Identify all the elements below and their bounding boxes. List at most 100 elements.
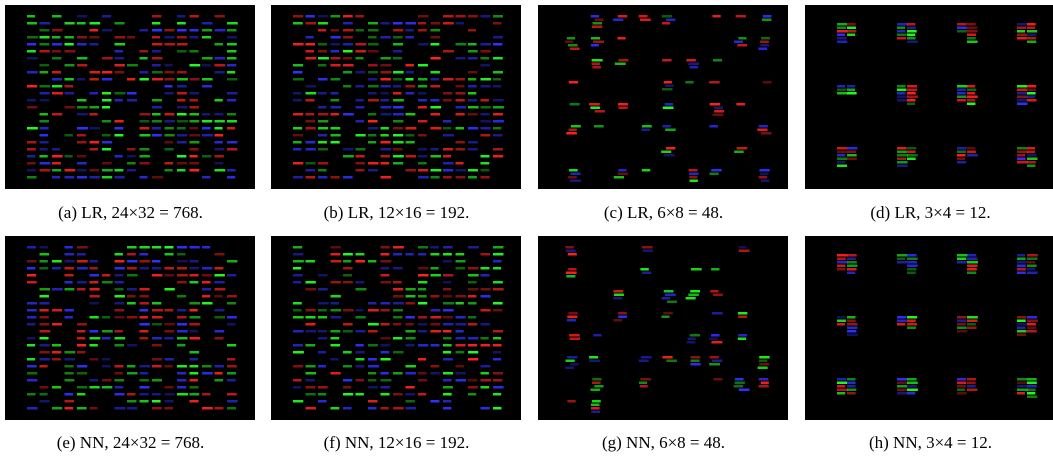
image-dash bbox=[102, 141, 113, 144]
image-dash bbox=[164, 358, 174, 361]
image-dash bbox=[318, 29, 327, 32]
image-dash bbox=[480, 99, 489, 102]
image-dash bbox=[318, 64, 327, 67]
image-dash bbox=[355, 106, 365, 109]
image-dash bbox=[468, 78, 477, 81]
image-dash bbox=[665, 147, 676, 150]
image-dash bbox=[114, 127, 124, 130]
image-dash bbox=[114, 288, 124, 291]
image-dash bbox=[139, 113, 151, 116]
image-dash bbox=[330, 246, 341, 249]
image-dash bbox=[393, 120, 404, 123]
image-dash bbox=[493, 351, 502, 354]
image-dash bbox=[661, 22, 671, 25]
image-dash bbox=[897, 23, 908, 26]
image-dash bbox=[1027, 161, 1036, 164]
image-dash bbox=[368, 169, 378, 172]
image-dash bbox=[202, 393, 211, 396]
image-dash bbox=[89, 316, 99, 319]
image-dash bbox=[293, 260, 304, 263]
image-dash bbox=[77, 351, 86, 354]
image-dash bbox=[355, 85, 365, 88]
image-dash bbox=[592, 378, 602, 381]
image-dash bbox=[430, 344, 440, 347]
image-dash bbox=[114, 92, 126, 95]
image-dash bbox=[305, 50, 314, 53]
image-dash bbox=[897, 381, 908, 384]
image-dash bbox=[355, 162, 365, 165]
image-dash bbox=[380, 155, 390, 158]
image-dash bbox=[847, 326, 858, 329]
image-dash bbox=[27, 260, 37, 263]
image-dash bbox=[318, 43, 328, 46]
image-dash bbox=[177, 120, 188, 123]
image-dash bbox=[760, 44, 770, 47]
image-dash bbox=[114, 274, 124, 277]
image-dash bbox=[1027, 316, 1038, 319]
image-dash bbox=[368, 22, 378, 25]
image-dash bbox=[837, 40, 848, 43]
image-dash bbox=[343, 267, 353, 270]
panel-image bbox=[538, 5, 788, 189]
image-dash bbox=[468, 106, 479, 109]
image-dash bbox=[735, 15, 746, 18]
image-dash bbox=[957, 26, 967, 29]
panel-caption: (d) LR, 3×4 = 12. bbox=[870, 203, 991, 222]
image-dash bbox=[355, 15, 364, 18]
image-dash bbox=[214, 134, 224, 137]
image-dash bbox=[139, 57, 148, 60]
image-dash bbox=[127, 36, 136, 39]
image-dash bbox=[102, 274, 111, 277]
image-dash bbox=[330, 29, 339, 32]
image-dash bbox=[967, 102, 976, 105]
image-dash bbox=[907, 30, 917, 33]
image-dash bbox=[897, 88, 907, 91]
image-dash bbox=[152, 365, 162, 368]
image-dash bbox=[493, 113, 503, 116]
image-dash bbox=[139, 71, 149, 74]
image-dash bbox=[480, 169, 490, 172]
image-dash bbox=[418, 22, 427, 25]
image-dash bbox=[967, 30, 978, 33]
image-dash bbox=[189, 15, 199, 18]
image-dash bbox=[897, 157, 907, 160]
image-dash bbox=[293, 113, 304, 116]
image-dash bbox=[455, 344, 466, 347]
image-dash bbox=[405, 302, 415, 305]
image-dash bbox=[139, 78, 149, 81]
image-dash bbox=[202, 295, 211, 298]
image-dash bbox=[214, 295, 223, 298]
image-dash bbox=[443, 148, 454, 151]
image-dash bbox=[114, 379, 125, 382]
image-dash bbox=[305, 365, 316, 368]
image-dash bbox=[1017, 99, 1028, 102]
image-dash bbox=[177, 274, 188, 277]
image-dash bbox=[52, 50, 61, 53]
image-dash bbox=[305, 43, 316, 46]
image-dash bbox=[380, 78, 391, 81]
image-dash bbox=[114, 372, 123, 375]
image-dash bbox=[393, 351, 404, 354]
image-dash bbox=[102, 99, 112, 102]
image-dash bbox=[690, 356, 701, 359]
image-dash bbox=[189, 50, 199, 53]
image-dash bbox=[1017, 268, 1026, 271]
image-dash bbox=[77, 323, 87, 326]
image-dash bbox=[430, 127, 442, 130]
image-dash bbox=[214, 337, 224, 340]
image-dash bbox=[227, 393, 237, 396]
image-dash bbox=[1027, 388, 1036, 391]
image-dash bbox=[305, 57, 317, 60]
image-dash bbox=[305, 162, 316, 165]
image-dash bbox=[837, 147, 848, 150]
image-dash bbox=[368, 260, 377, 263]
image-dash bbox=[77, 43, 87, 46]
image-dash bbox=[177, 267, 188, 270]
image-dash bbox=[480, 365, 491, 368]
image-dash bbox=[330, 50, 340, 53]
image-dash bbox=[39, 134, 49, 137]
image-dash bbox=[907, 257, 918, 260]
image-dash bbox=[214, 141, 223, 144]
image-dash bbox=[380, 274, 390, 277]
image-dash bbox=[393, 155, 404, 158]
